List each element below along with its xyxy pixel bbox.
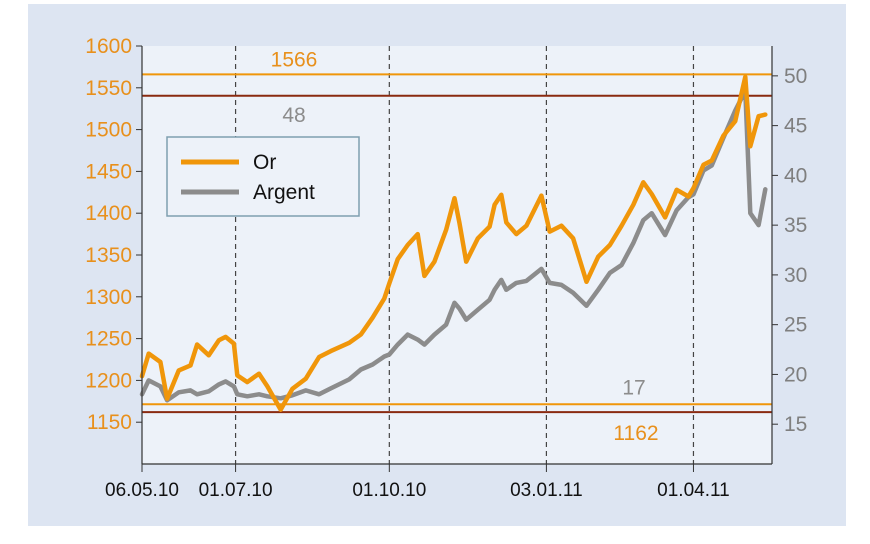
y-left-tick-label: 1500: [85, 119, 132, 142]
y-right-tick-label: 50: [784, 65, 807, 88]
chart-svg: 1150120012501300135014001450150015501600…: [85, 35, 807, 501]
y-right-tick-label: 40: [784, 164, 807, 187]
annotation-high-argent: 48: [282, 104, 305, 127]
y-right-tick-label: 30: [784, 264, 807, 287]
annotation-high-or: 1566: [271, 48, 318, 71]
x-tick-label: 03.01.11: [510, 480, 583, 501]
legend-box: [166, 136, 360, 217]
level-lines: [142, 73, 772, 414]
annotation-low-argent: 17: [622, 376, 645, 399]
y-left-tick-label: 1200: [85, 369, 132, 392]
legend-label-or: Or: [253, 151, 276, 174]
series-line-or: [139, 74, 768, 412]
y-left-tick-label: 1350: [85, 244, 132, 267]
y-right-tick-label: 25: [784, 314, 807, 337]
y-left-tick-label: 1550: [85, 77, 132, 100]
y-left-tick-label: 1250: [85, 328, 132, 351]
y-left-tick-label: 1300: [85, 286, 132, 309]
y-right-tick-label: 20: [784, 363, 807, 386]
legend-label-argent: Argent: [253, 181, 315, 204]
y-left-tick-label: 1600: [85, 35, 132, 58]
series-group: [139, 74, 768, 412]
x-tick-label: 01.07.10: [199, 480, 273, 501]
annotation-low-or: 1162: [613, 422, 658, 445]
y-right-tick-label: 35: [784, 214, 807, 237]
series-line-argent: [139, 88, 768, 403]
annotations: 1566 48 17 1162: [271, 48, 659, 445]
plot-area: [142, 46, 772, 464]
x-tick-label: 06.05.10: [105, 480, 179, 501]
y-right-tick-label: 15: [784, 413, 807, 436]
y-left-tick-label: 1450: [85, 160, 132, 183]
x-tick-label: 01.04.11: [657, 480, 730, 501]
axes: 1150120012501300135014001450150015501600…: [85, 35, 807, 501]
chart-panel: 1150 1200 1250 1300 1350 1400 1450 1500 1550 1600…: [28, 4, 846, 526]
y-left-tick-label: 1400: [85, 202, 132, 225]
y-right-tick-label: 45: [784, 115, 807, 138]
x-tick-label: 01.10.10: [352, 480, 426, 501]
legend: Or Argent: [166, 136, 360, 217]
gridlines: [234, 46, 695, 464]
y-left-tick-label: 1150: [87, 411, 132, 434]
